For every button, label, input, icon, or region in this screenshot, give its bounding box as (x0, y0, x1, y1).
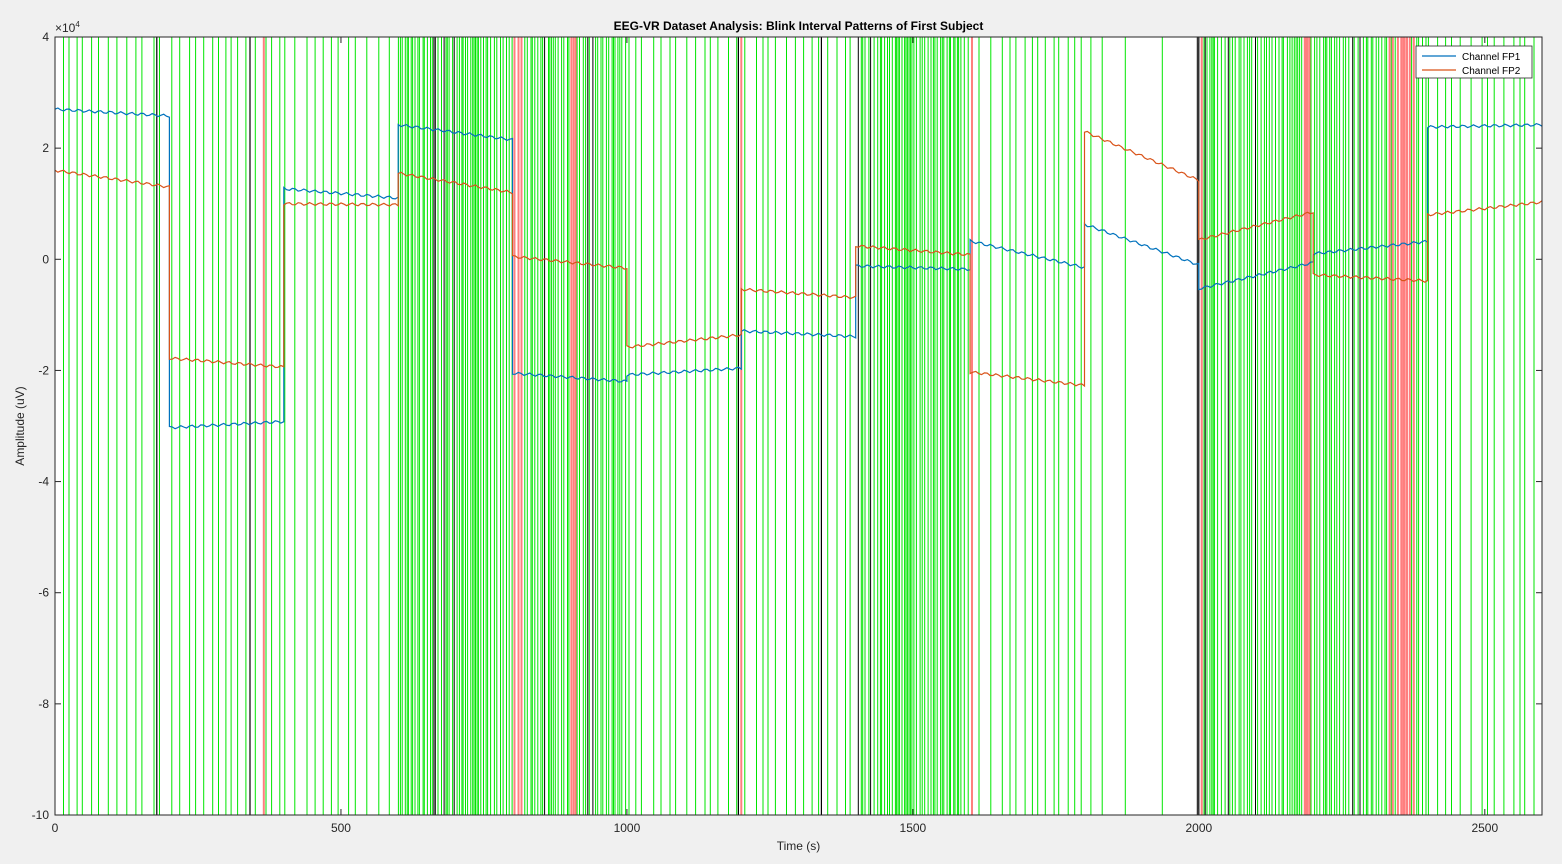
series-line-fp1 (54, 107, 1543, 430)
legend: Channel FP1 Channel FP2 (1415, 45, 1533, 79)
y-tick-label: -6 (38, 586, 49, 600)
y-exponent-label: ×104 (55, 20, 80, 35)
y-axis-label: Amplitude (uV) (13, 386, 27, 465)
y-tick-label: -2 (38, 363, 49, 377)
y-tick-label: 0 (42, 252, 49, 266)
legend-entry: Channel FP2 (1462, 66, 1521, 77)
x-tick-label: 500 (331, 821, 351, 835)
signal-lines (54, 107, 1543, 430)
y-tick-label: 2 (42, 141, 49, 155)
plot-area (55, 37, 1542, 815)
x-tick-label: 1500 (900, 821, 927, 835)
y-tick-label: -8 (38, 697, 49, 711)
x-tick-label: 0 (52, 821, 59, 835)
blink-markers (63, 37, 1535, 815)
series-line-fp2 (54, 130, 1543, 388)
x-tick-label: 2000 (1185, 821, 1212, 835)
x-tick-label: 1000 (614, 821, 641, 835)
plot-frame (54, 36, 1543, 816)
legend-entry: Channel FP1 (1462, 52, 1521, 63)
y-tick-label: -4 (38, 475, 49, 489)
y-tick-label: -10 (32, 808, 50, 822)
legend-box (1415, 45, 1533, 79)
x-tick-label: 2500 (1471, 821, 1498, 835)
x-axis-label: Time (s) (777, 839, 821, 853)
axis-ticks: 0 500 1000 1500 2000 2500 -10 -8 -6 -4 -2 0 2 4 (32, 30, 1542, 835)
chart-title: EEG-VR Dataset Analysis: Blink Interval … (614, 19, 984, 33)
y-tick-label: 4 (42, 30, 49, 44)
